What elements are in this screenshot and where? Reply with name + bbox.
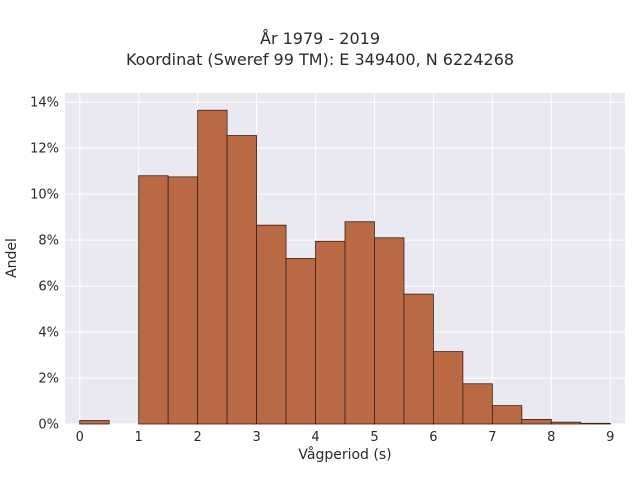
chart-title-line-1: År 1979 - 2019: [260, 29, 380, 48]
histogram-bar: [433, 351, 464, 425]
histogram-bar: [491, 405, 523, 425]
histogram-bar: [226, 135, 257, 425]
histogram-bar: [197, 109, 228, 425]
histogram-bar: [79, 420, 110, 425]
y-axis-ticks: 0% 2% 4% 6% 8% 10% 12% 14%: [30, 96, 59, 433]
x-tick-label: 4: [311, 430, 319, 445]
x-tick-label: 6: [429, 430, 437, 445]
y-tick-label: 6%: [38, 280, 59, 295]
y-tick-label: 4%: [38, 326, 59, 341]
histogram-bar: [138, 175, 169, 425]
y-tick-label: 10%: [30, 188, 59, 203]
histogram-bar: [521, 419, 552, 425]
histogram-bar: [403, 293, 434, 425]
x-tick-label: 0: [76, 430, 84, 445]
x-tick-label: 5: [370, 430, 378, 445]
x-tick-label: 1: [135, 430, 143, 445]
histogram-bars: [79, 109, 611, 425]
y-tick-label: 14%: [30, 96, 59, 111]
histogram-bar: [374, 237, 405, 425]
x-tick-label: 8: [547, 430, 555, 445]
x-tick-label: 3: [252, 430, 260, 445]
histogram-bar: [580, 422, 611, 425]
y-tick-label: 0%: [38, 418, 59, 433]
y-axis-label: Andel: [4, 238, 20, 278]
x-axis-ticks: 0 1 2 3 4 5 6 7 8 9: [76, 430, 615, 445]
x-tick-label: 2: [193, 430, 201, 445]
histogram-bar: [344, 221, 375, 425]
x-tick-label: 7: [488, 430, 496, 445]
x-axis-label: Vågperiod (s): [298, 447, 392, 463]
histogram-bar: [550, 421, 582, 425]
y-tick-label: 8%: [38, 234, 59, 249]
x-tick-label: 9: [606, 430, 614, 445]
histogram-bar: [256, 224, 287, 425]
histogram-bar: [315, 240, 346, 425]
histogram-bar: [462, 383, 493, 425]
y-tick-label: 2%: [38, 372, 59, 387]
chart-title-line-2: Koordinat (Sweref 99 TM): E 349400, N 62…: [125, 50, 515, 69]
histogram-bar: [285, 258, 316, 425]
histogram-bar: [167, 176, 199, 425]
y-tick-label: 12%: [30, 142, 59, 157]
